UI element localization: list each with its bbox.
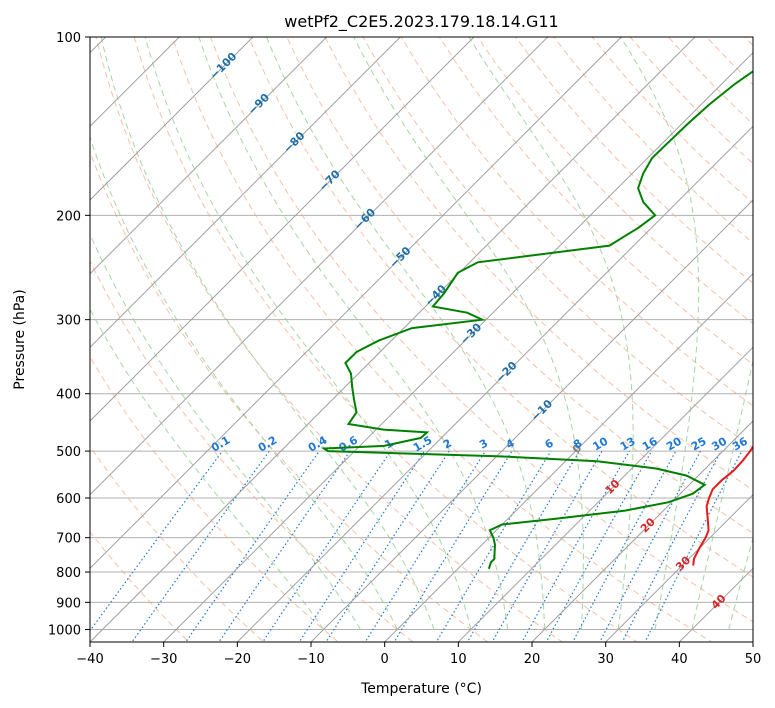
x-tick-label: 30 [597,652,614,667]
mixing-ratio-line [393,450,513,642]
plot-area: −100−90−80−70−60−50−40−30−20−10010203040… [90,37,753,642]
moist-adiabat [198,37,509,630]
y-tick-label: 200 [56,209,81,224]
moist-adiabats [90,37,753,630]
mixing-ratio-line [545,450,653,642]
y-tick-label: 300 [56,314,81,329]
mixing-ratio-line [599,450,702,642]
mixing-ratio-lines [90,450,743,642]
dry-adiabat [171,37,713,642]
y-tick-label: 500 [56,445,81,460]
isotherm-line [90,37,475,422]
mixing-ratio-line [218,450,351,642]
x-axis-label: Temperature (°C) [360,681,482,697]
mixing-ratio-line [364,450,486,642]
mixing-ratio-line [325,450,450,642]
dry-adiabat [324,37,753,491]
x-tick-label: −10 [297,652,324,667]
dewpoint-line [320,70,753,570]
mixing-ratio-line [572,450,677,642]
dry-adiabat [133,37,638,642]
x-tick-label: 0 [381,652,389,667]
y-tick-label: 400 [56,388,81,403]
isotherm-line [90,37,622,570]
y-tick-label: 1000 [48,623,81,638]
mixing-ratio-line [131,450,270,642]
moist-adiabat [353,37,584,630]
moist-adiabat [90,308,325,630]
y-axis-label: Pressure (hPa) [12,289,28,389]
dry-adiabat [210,37,753,623]
moist-adiabat [468,37,634,630]
moist-adiabat [90,135,398,630]
temperature-line [692,444,753,566]
isotherm-line [457,346,753,642]
x-tick-label: −30 [150,652,177,667]
y-tick-label: 800 [56,566,81,581]
dry-adiabat [90,445,265,642]
isotherm-line [384,272,753,642]
isotherm-line [90,37,328,275]
mixing-ratio-line [262,450,392,642]
isotherm-line [90,37,696,642]
x-tick-label: 40 [671,652,688,667]
isotherm-line [236,125,753,642]
isotherm-line [310,199,753,642]
moist-adiabat [620,37,700,630]
dry-adiabat [438,37,753,366]
dry-adiabat [90,259,414,642]
moist-adiabat [266,37,546,630]
x-tick-label: −40 [76,652,103,667]
dry-adiabat [90,150,489,642]
chart-title: wetPf2_C2E5.2023.179.18.14.G11 [284,12,558,32]
mixing-ratio-line [435,450,552,642]
dry-adiabat [90,356,339,642]
moist-adiabat [728,536,753,630]
plot-frame [89,36,754,643]
isotherm-line [163,51,753,642]
y-tick-label: 100 [56,31,81,46]
dry-adiabat [362,37,753,449]
mixing-ratio-line [491,450,603,642]
y-tick-label: 700 [56,532,81,547]
moist-adiabat [691,358,753,630]
y-tick-label: 900 [56,596,81,611]
isotherm-line [531,420,753,642]
dry-adiabat [248,37,753,578]
x-axis: −40 −30 −20 −10 0 10 20 30 40 50 [76,642,761,667]
moist-adiabat [100,37,435,630]
moist-adiabat [144,37,472,630]
isotherm-line [90,37,549,496]
x-tick-label: −20 [224,652,251,667]
isotherm-line [605,493,753,642]
isotherm-lines [90,37,753,642]
x-tick-label: 10 [450,652,467,667]
x-tick-label: 20 [524,652,541,667]
mixing-ratio-line [298,450,425,642]
dry-adiabat [95,37,564,642]
y-tick-label: 600 [56,492,81,507]
dry-adiabats [90,37,753,642]
mixing-ratio-line [466,450,580,642]
x-tick-label: 50 [745,652,762,667]
isobar-gridlines [90,37,753,630]
dry-adiabat [286,37,753,534]
isotherm-line [90,37,401,349]
isotherm-line [90,37,254,201]
dry-adiabat [400,37,753,407]
y-axis: 1000 900 800 700 600 500 400 300 200 100 [48,31,90,638]
